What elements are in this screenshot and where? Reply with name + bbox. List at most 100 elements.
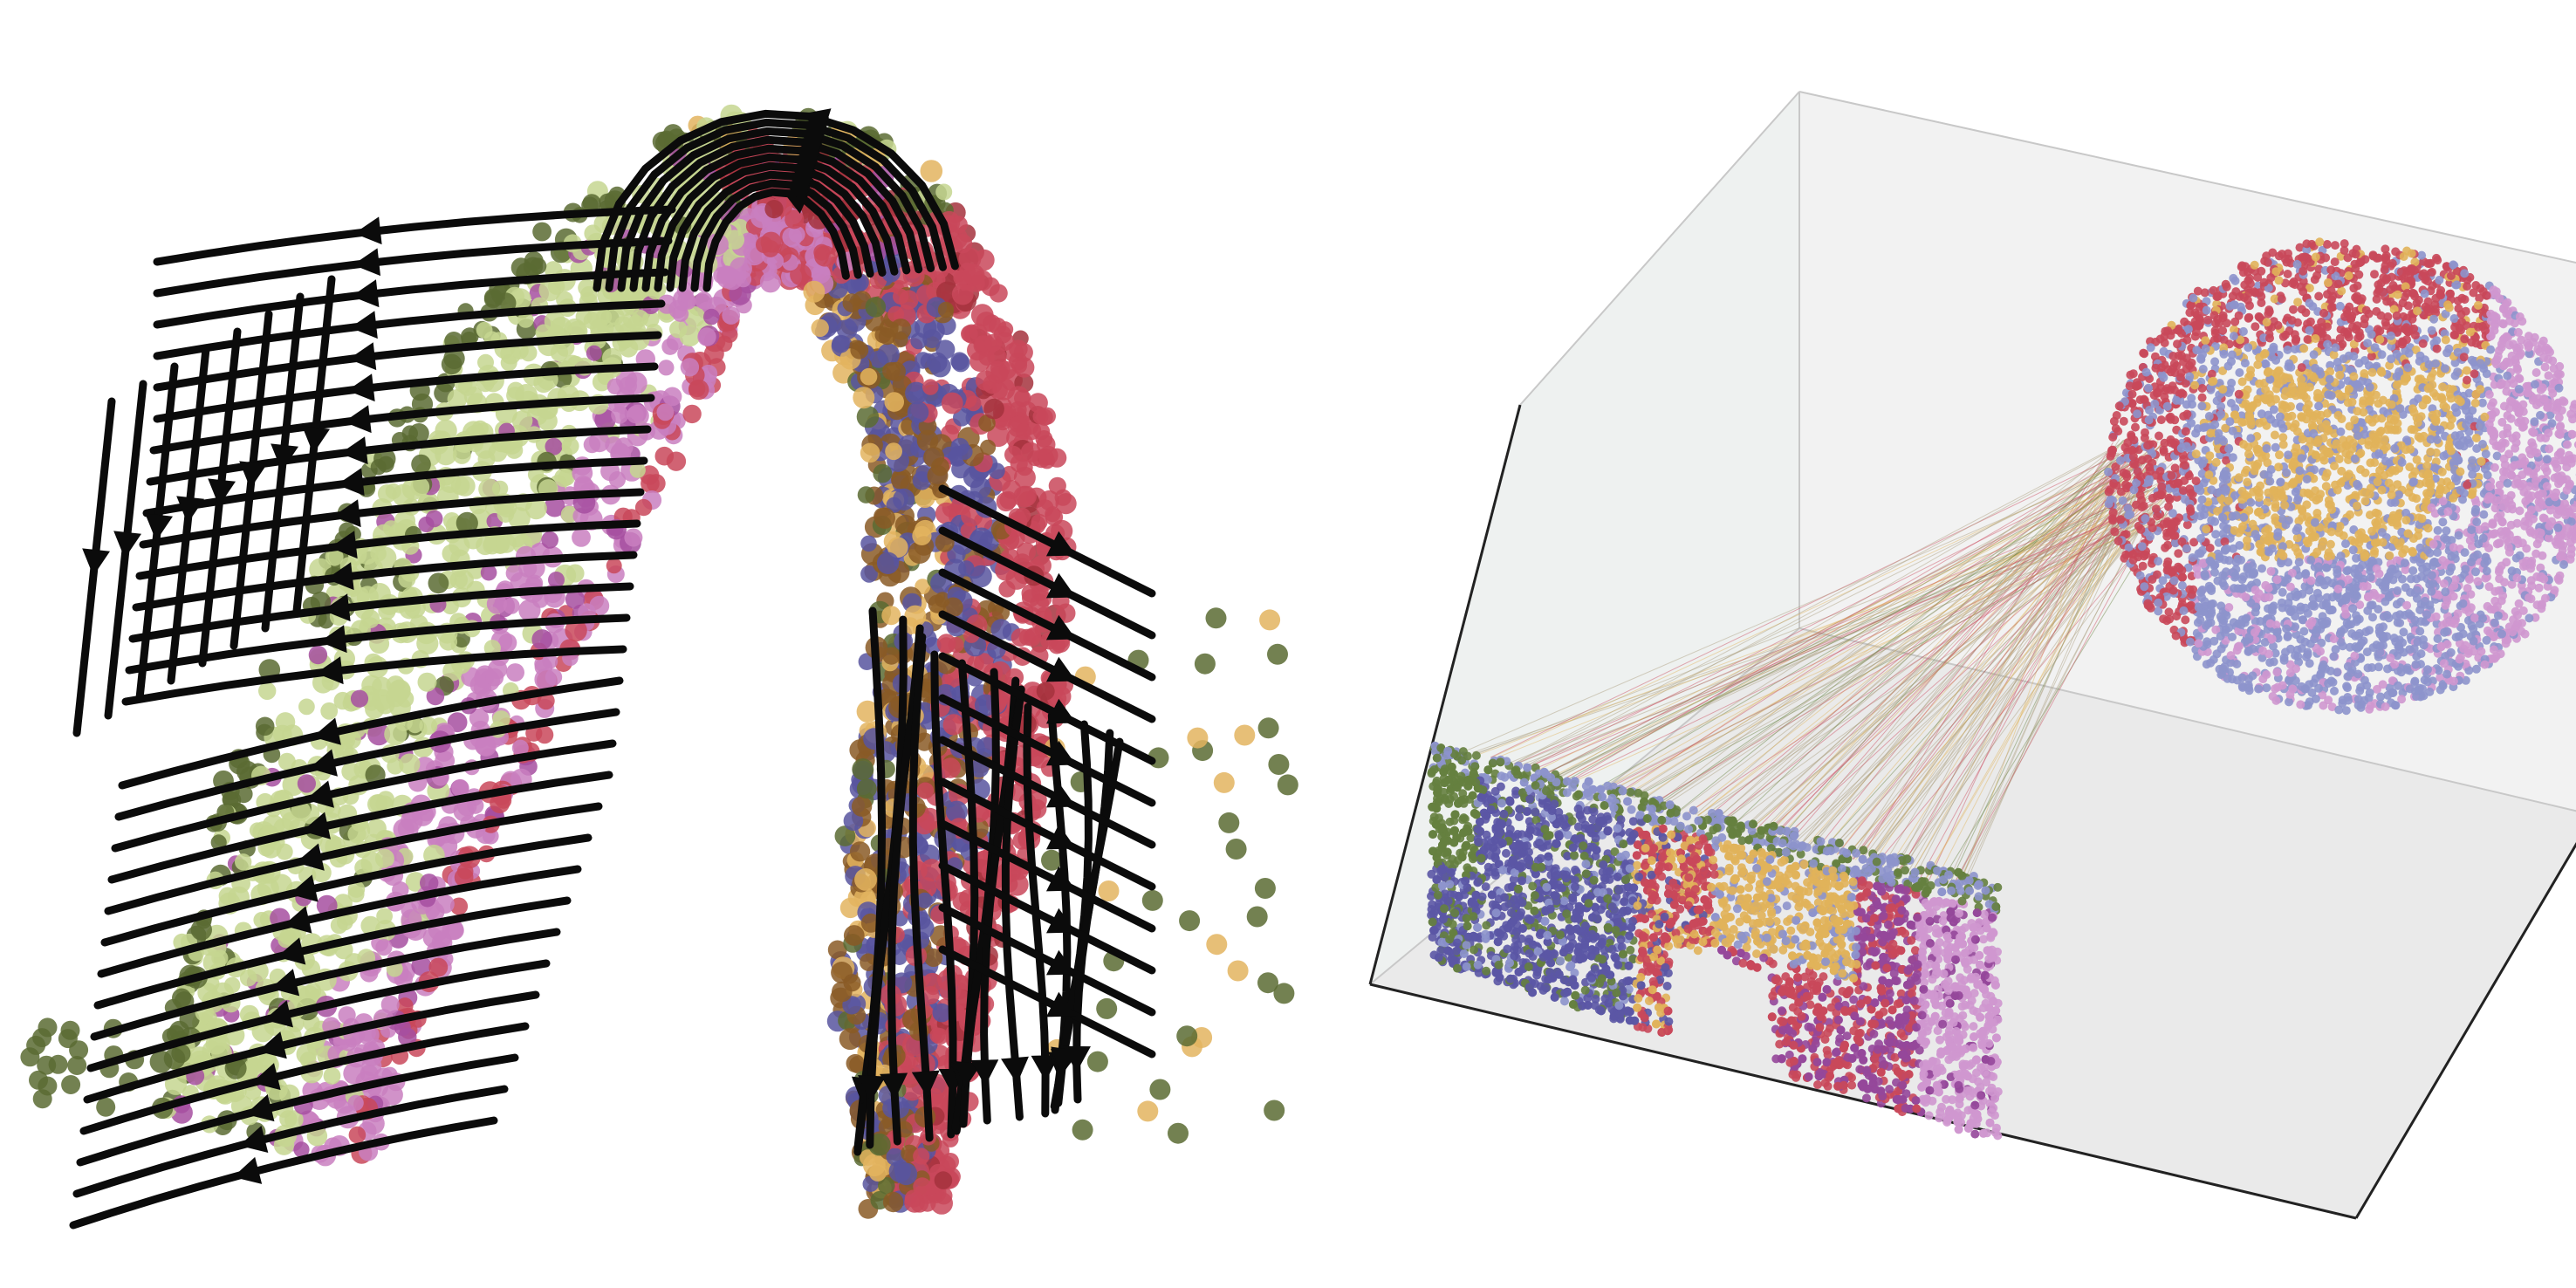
streamline [938,568,1156,682]
alignment-link [1697,437,2170,817]
alignment-link [1867,490,2172,864]
cell-point [782,227,803,248]
streamline [121,645,627,706]
alignment-link [1714,469,2132,821]
cell-point [500,354,517,372]
cell-point [343,1062,366,1085]
cell-point [556,291,573,309]
cell-point [860,535,877,552]
cell-point [449,897,469,915]
cell-point [1149,1079,1171,1100]
alignment-link [1860,473,2154,862]
alignment-link [1696,513,2168,816]
cell-point [398,1027,417,1047]
cell-point [548,572,565,588]
alignment-link [1759,436,2148,833]
cell-point [386,687,406,708]
cell-point [894,514,916,536]
streamline-arrow [289,874,319,902]
alignment-link [1762,438,2127,834]
alignment-link [1568,462,2145,780]
alignment-link [1749,462,2174,831]
cell-point [831,962,853,983]
alignment-link [1475,519,2163,754]
alignment-link [1747,522,2116,830]
cell-point [496,533,517,553]
cell-point [547,277,565,295]
cell-point [958,247,982,271]
cell-point [916,429,939,452]
streamline-embedding-panel [20,104,1298,1230]
cell-point [367,723,391,746]
upper-point [2484,390,2494,399]
streamline-arrow [1045,698,1076,724]
alignment-link [1513,449,2146,764]
alignment-link [1906,455,2150,875]
cell-point [703,308,720,325]
alignment-link [1915,480,2120,877]
streamline [72,1085,509,1198]
alignment-link [1695,450,2114,816]
alignment-link [1763,458,2158,835]
pane-edge [1798,627,2576,812]
cell-point [426,687,445,706]
streamline [629,135,923,292]
alignment-link [1831,511,2155,853]
cell-point [330,916,348,935]
alignment-link [1956,515,2120,889]
cell-point [61,1075,81,1094]
cell-point [258,682,277,700]
3d-alignment-panel [1344,0,2576,1288]
streamline-arrow [305,780,334,808]
cell-point [377,484,397,504]
cell-point [394,510,416,532]
alignment-link [1799,449,2114,845]
alignment-link-lines [1466,436,2174,891]
streamline [153,205,676,266]
cell-point [941,392,963,414]
cell-point [1187,727,1209,749]
streamline-arrow [1045,949,1076,976]
cell-point [544,311,565,332]
cell-point [561,437,579,456]
cell-point [511,739,529,757]
alignment-link [1715,452,2120,821]
upper-point [2436,673,2445,682]
upper-point [2377,528,2387,538]
alignment-link [1598,482,2117,789]
alignment-link [1899,450,2137,873]
alignment-link [1657,480,2123,805]
streamline [938,484,1156,598]
alignment-link [1524,517,2136,768]
cell-point [545,437,563,456]
alignment-link [1490,456,2137,758]
alignment-link [1811,461,2120,848]
cell-point [876,552,900,574]
alignment-link [1524,447,2117,768]
alignment-link [1719,507,2121,823]
cell-point [428,572,449,594]
streamline-arrow [1045,656,1076,682]
cell-point [534,668,557,690]
cell-point [860,367,878,386]
cell-point [58,1029,78,1049]
cell-point [1268,754,1290,775]
cell-point [497,505,515,523]
alignment-link [1574,515,2168,782]
alignment-link [1946,504,2124,886]
cell-point [1205,607,1227,629]
cell-point [912,471,932,490]
alignment-link [1663,506,2120,807]
streamline-arrow [245,1094,275,1122]
alignment-link [1680,461,2144,812]
streamline [938,778,1156,891]
alignment-link [1533,504,2152,771]
cell-point [454,867,474,887]
alignment-link [1494,491,2164,759]
upper-point [2330,257,2340,267]
cell-point [1096,997,1118,1019]
streamline [97,865,582,978]
cell-point [901,1079,923,1101]
cell-point [239,969,257,987]
alignment-link [1603,490,2129,790]
